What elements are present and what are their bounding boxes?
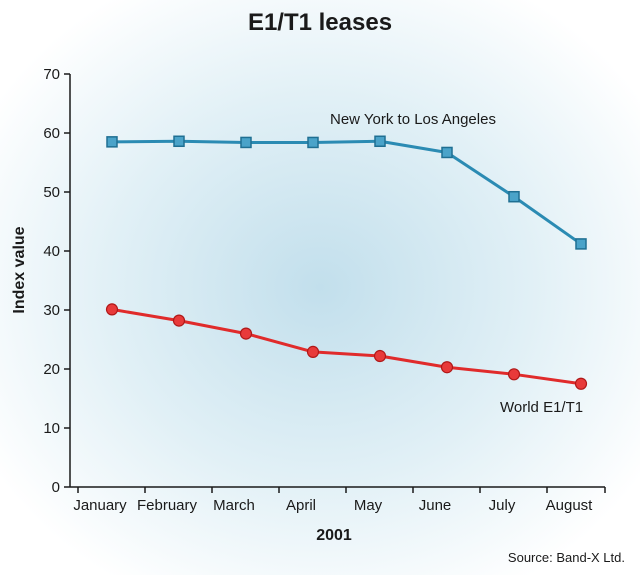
data-point-new-york-to-los-angeles-june [441, 146, 453, 159]
series-line-world-e1-t1 [111, 307, 582, 386]
data-point-world-e1-t1-january [105, 303, 119, 316]
y-tick-label-30: 30 [43, 302, 60, 319]
y-tick-label-10: 10 [43, 420, 60, 437]
data-point-new-york-to-los-angeles-may [374, 135, 386, 148]
data-point-new-york-to-los-angeles-july [508, 190, 520, 203]
data-point-world-e1-t1-february [172, 314, 186, 327]
y-tick-label-50: 50 [43, 184, 60, 201]
tick-marks [64, 73, 606, 493]
series-markers [105, 135, 588, 390]
x-tick-label-july: July [489, 497, 516, 514]
series-line-new-york-to-los-angeles [111, 139, 582, 246]
series-label-world-e1-t1: World E1/T1 [500, 399, 583, 416]
data-point-new-york-to-los-angeles-april [307, 136, 319, 149]
data-point-world-e1-t1-may [373, 349, 387, 363]
x-tick-label-april: April [286, 497, 316, 514]
y-axis-title: Index value [11, 226, 28, 313]
x-tick-label-february: February [137, 497, 198, 514]
data-point-world-e1-t1-march [239, 327, 253, 340]
data-point-new-york-to-los-angeles-august [575, 238, 587, 250]
source-note: Source: Band-X Ltd. [508, 550, 625, 565]
data-point-new-york-to-los-angeles-february [173, 135, 185, 148]
y-tick-label-40: 40 [43, 243, 60, 260]
series-lines [111, 139, 582, 386]
x-tick-label-may: May [354, 497, 383, 514]
chart-title: E1/T1 leases [248, 9, 392, 36]
data-point-world-e1-t1-april [306, 345, 320, 358]
y-tick-label-60: 60 [43, 125, 60, 142]
data-point-new-york-to-los-angeles-january [106, 136, 118, 148]
axes [69, 74, 605, 488]
x-tick-label-august: August [546, 497, 594, 514]
series-label-new-york-to-los-angeles: New York to Los Angeles [330, 111, 496, 128]
data-point-world-e1-t1-august [574, 377, 588, 390]
y-tick-label-0: 0 [52, 479, 60, 496]
x-tick-label-january: January [73, 497, 127, 514]
data-point-world-e1-t1-june [440, 361, 454, 374]
x-tick-label-june: June [419, 497, 452, 514]
x-tick-label-march: March [213, 497, 255, 514]
x-axis-title: 2001 [316, 527, 352, 544]
data-point-world-e1-t1-july [507, 368, 521, 381]
y-tick-label-20: 20 [43, 361, 60, 378]
data-point-new-york-to-los-angeles-march [240, 136, 252, 149]
y-tick-label-70: 70 [43, 66, 60, 83]
